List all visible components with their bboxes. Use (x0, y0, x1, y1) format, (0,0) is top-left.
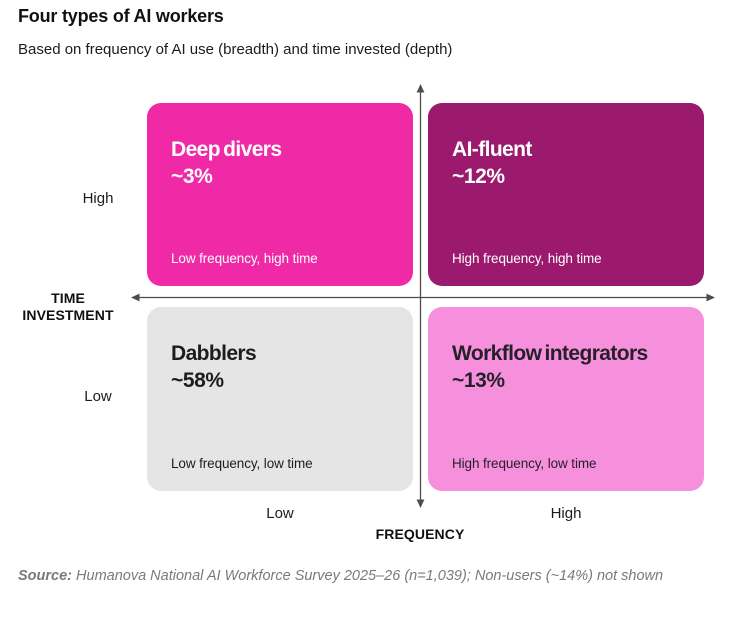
quadrant-caption: Low frequency, high time (171, 251, 318, 266)
quadrant-name: Workflow integrators (452, 342, 648, 365)
quadrant-dabblers: Dabblers ~58% Low frequency, low time (147, 307, 413, 491)
arrow-left-icon (131, 293, 140, 302)
y-axis-tick-high: High (82, 190, 114, 207)
quadrant-value: ~13% (452, 369, 505, 393)
source-note: Source: Humanova National AI Workforce S… (18, 566, 694, 588)
quadrant-ai-fluent: AI-fluent ~12% High frequency, high time (428, 103, 704, 286)
quadrant-name: Deep divers (171, 138, 282, 161)
quadrant-workflow-integrators: Workflow integrators ~13% High frequency… (428, 307, 704, 491)
x-axis-tick-low: Low (266, 505, 294, 522)
quadrant-caption: Low frequency, low time (171, 456, 313, 471)
arrow-down-icon (416, 499, 425, 508)
quadrant-caption: High frequency, low time (452, 456, 597, 471)
source-text: Humanova National AI Workforce Survey 20… (72, 568, 664, 584)
y-axis-title: TIME INVESTMENT (6, 290, 130, 323)
quadrant-value: ~3% (171, 165, 213, 189)
page-title: Four types of AI workers (18, 6, 224, 26)
y-axis-title-line2: INVESTMENT (22, 306, 114, 323)
arrow-right-icon (706, 293, 715, 302)
quadrant-name: AI-fluent (452, 138, 532, 161)
y-axis-title-line1: TIME (51, 290, 85, 306)
arrow-up-icon (416, 84, 425, 93)
x-axis-tick-high: High (550, 505, 582, 522)
quadrant-value: ~12% (452, 165, 505, 189)
page-subtitle: Based on frequency of AI use (breadth) a… (18, 41, 453, 58)
quadrant-value: ~58% (171, 369, 224, 393)
y-axis-tick-low: Low (84, 388, 112, 405)
quadrant-name: Dabblers (171, 342, 257, 365)
quadrant-caption: High frequency, high time (452, 251, 602, 266)
x-axis-title: FREQUENCY (375, 526, 465, 542)
quadrant-deep-divers: Deep divers ~3% Low frequency, high time (147, 103, 413, 286)
source-label: Source: (18, 568, 72, 584)
